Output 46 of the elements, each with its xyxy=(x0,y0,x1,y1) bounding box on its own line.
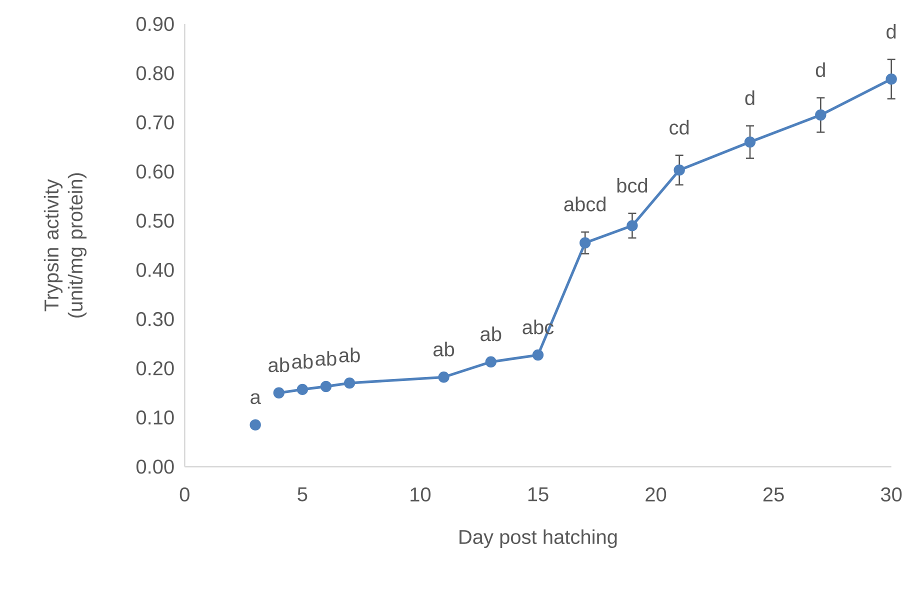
annotation: d xyxy=(816,62,825,78)
annotation: bcd xyxy=(617,178,648,193)
point xyxy=(580,237,591,248)
point xyxy=(886,73,897,85)
y-tick-label: 0.40 xyxy=(136,262,174,278)
annotation: ab xyxy=(292,354,313,369)
y-tick-label: 0.10 xyxy=(136,410,174,425)
annotation: d xyxy=(745,90,754,106)
x-tick-label: 30 xyxy=(880,487,902,502)
annotation: cd xyxy=(670,120,689,135)
point xyxy=(815,109,826,121)
point xyxy=(674,164,685,176)
x-tick-label: 25 xyxy=(763,487,784,502)
x-tick-label: 5 xyxy=(298,487,308,502)
x-tick-label: 20 xyxy=(646,487,666,502)
point xyxy=(485,356,496,368)
point xyxy=(296,384,308,396)
y-tick-label: 0.50 xyxy=(136,214,174,228)
point xyxy=(626,220,638,232)
annotation: ab xyxy=(316,351,336,366)
point xyxy=(320,380,332,392)
y-tick-label: 0.60 xyxy=(136,164,174,179)
annotation: ab xyxy=(434,342,454,356)
annotation: ab xyxy=(339,348,360,362)
y-tick-label: 0.00 xyxy=(136,460,174,474)
x-axis-title: Day post hatching xyxy=(460,529,617,548)
point xyxy=(344,377,356,389)
annotation: a xyxy=(250,393,261,404)
point xyxy=(438,372,450,383)
y-tick-label: 0.80 xyxy=(136,66,174,80)
y-tick-label: 0.70 xyxy=(136,115,174,130)
point xyxy=(532,349,544,361)
y-tick-label: 0.30 xyxy=(136,312,174,326)
point xyxy=(250,419,261,430)
point xyxy=(273,387,284,398)
x-tick-label: 10 xyxy=(410,487,431,502)
annotation: abcd xyxy=(564,196,606,212)
annotation: ab xyxy=(480,326,502,342)
point xyxy=(744,136,756,148)
x-tick-label: 0 xyxy=(180,487,190,502)
annotation: d xyxy=(886,24,896,39)
x-tick-label: 15 xyxy=(528,487,548,502)
y-axis-title: Trypsin activity (unit/mg protein) xyxy=(44,173,87,318)
y-tick-label: 0.20 xyxy=(136,361,174,376)
annotation: ab xyxy=(268,357,290,372)
y-tick-label: 0.90 xyxy=(136,16,174,32)
